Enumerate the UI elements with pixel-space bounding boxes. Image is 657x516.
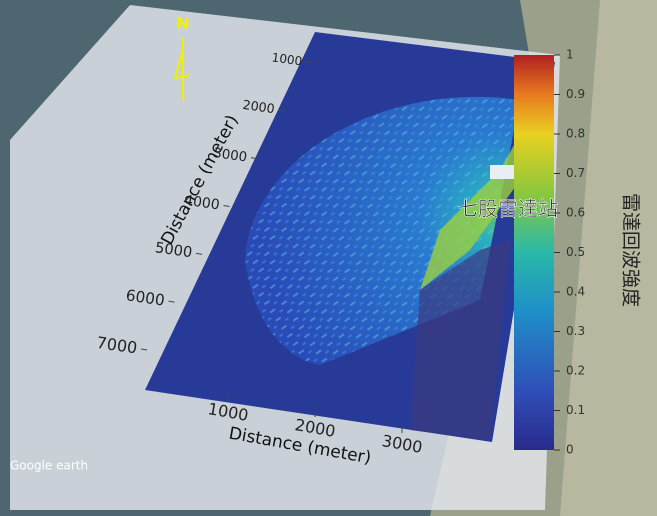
colorbar-tick-label: 0.1 xyxy=(566,403,585,417)
colorbar-tick-label: 0.8 xyxy=(566,127,585,141)
colorbar-tick-label: 0.5 xyxy=(566,245,585,259)
colorbar-tick-label: 0.7 xyxy=(566,166,585,180)
watermark: Google earth xyxy=(10,459,88,473)
colorbar-tick-label: 1 xyxy=(566,48,574,62)
colorbar-tick-label: 0.9 xyxy=(566,87,585,101)
north-label: N xyxy=(176,14,189,33)
station-label: 七股雷達站 xyxy=(458,197,558,221)
colorbar-label: 雷達回波強度 xyxy=(620,193,642,307)
colorbar xyxy=(514,55,554,450)
colorbar-tick-label: 0 xyxy=(566,443,574,457)
colorbar-tick-label: 0.6 xyxy=(566,206,585,220)
colorbar-tick-label: 0.3 xyxy=(566,324,585,338)
colorbar-tick-label: 0.4 xyxy=(566,285,585,299)
colorbar-tick-label: 0.2 xyxy=(566,364,585,378)
map-view: N 七股雷達站 雷達回波強度 Distance (meter) Distance… xyxy=(0,0,657,516)
